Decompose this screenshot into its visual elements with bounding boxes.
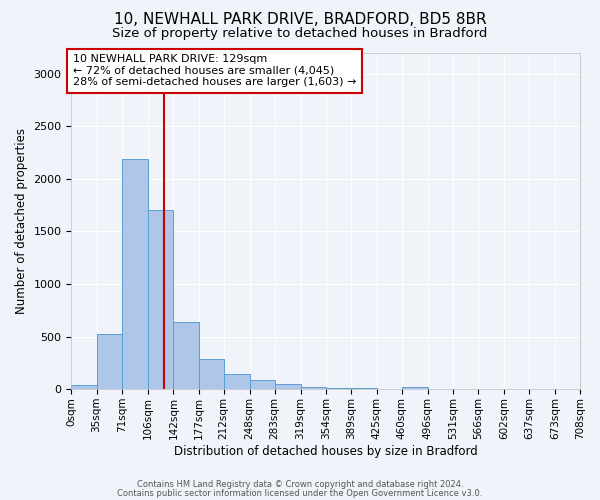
- Bar: [97, 334, 122, 389]
- Bar: [173, 322, 199, 389]
- Bar: [301, 387, 326, 389]
- Bar: [199, 358, 224, 389]
- Bar: [122, 159, 148, 389]
- Bar: [428, 388, 453, 389]
- Text: 10 NEWHALL PARK DRIVE: 129sqm
← 72% of detached houses are smaller (4,045)
28% o: 10 NEWHALL PARK DRIVE: 129sqm ← 72% of d…: [73, 54, 356, 88]
- Y-axis label: Number of detached properties: Number of detached properties: [15, 128, 28, 314]
- Bar: [275, 384, 301, 389]
- Bar: [250, 380, 275, 389]
- Bar: [402, 387, 428, 389]
- Bar: [504, 388, 529, 389]
- Text: Size of property relative to detached houses in Bradford: Size of property relative to detached ho…: [112, 28, 488, 40]
- Bar: [377, 388, 402, 389]
- Text: Contains public sector information licensed under the Open Government Licence v3: Contains public sector information licen…: [118, 488, 482, 498]
- Bar: [555, 388, 580, 389]
- Bar: [71, 386, 97, 389]
- Text: Contains HM Land Registry data © Crown copyright and database right 2024.: Contains HM Land Registry data © Crown c…: [137, 480, 463, 489]
- Bar: [148, 210, 173, 389]
- Bar: [478, 388, 504, 389]
- Bar: [224, 374, 250, 389]
- Text: 10, NEWHALL PARK DRIVE, BRADFORD, BD5 8BR: 10, NEWHALL PARK DRIVE, BRADFORD, BD5 8B…: [113, 12, 487, 28]
- Bar: [453, 388, 478, 389]
- Bar: [351, 388, 377, 389]
- Bar: [326, 388, 351, 389]
- Bar: [529, 388, 555, 389]
- X-axis label: Distribution of detached houses by size in Bradford: Distribution of detached houses by size …: [174, 444, 478, 458]
